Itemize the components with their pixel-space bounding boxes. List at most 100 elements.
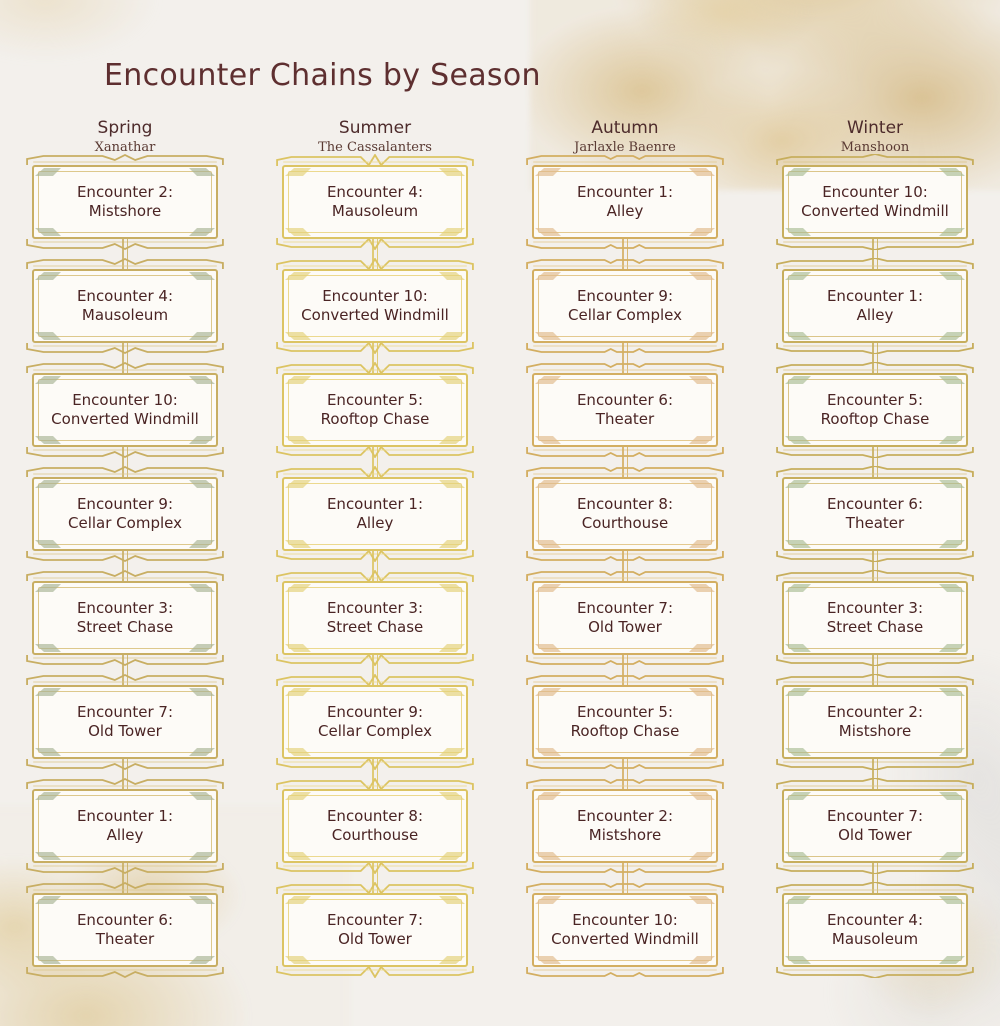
chain-connector — [622, 239, 628, 269]
encounter-node[interactable]: Encounter 10: Converted Windmill — [26, 362, 224, 458]
corner-leaf-icon — [535, 643, 561, 652]
corner-leaf-icon — [439, 792, 465, 801]
encounter-card[interactable]: Encounter 2: Mistshore — [532, 789, 718, 863]
encounter-node[interactable]: Encounter 7: Old Tower — [526, 571, 724, 665]
encounter-card[interactable]: Encounter 1: Alley — [532, 165, 718, 239]
encounter-node[interactable]: Encounter 9: Cellar Complex — [526, 259, 724, 353]
encounter-node[interactable]: Encounter 10: Converted Windmill — [776, 154, 974, 250]
corner-leaf-icon — [35, 584, 61, 593]
encounter-label: Encounter 3: Street Chase — [326, 599, 424, 636]
encounter-card[interactable]: Encounter 1: Alley — [32, 789, 218, 863]
encounter-node[interactable]: Encounter 6: Theater — [776, 466, 974, 562]
encounter-card[interactable]: Encounter 3: Street Chase — [32, 581, 218, 655]
encounter-card[interactable]: Encounter 9: Cellar Complex — [32, 477, 218, 551]
encounter-node[interactable]: Encounter 5: Rooftop Chase — [526, 675, 724, 769]
encounter-node[interactable]: Encounter 9: Cellar Complex — [26, 466, 224, 562]
encounter-node[interactable]: Encounter 3: Street Chase — [776, 570, 974, 666]
corner-leaf-icon — [189, 747, 215, 756]
corner-leaf-icon — [939, 168, 965, 177]
encounter-card[interactable]: Encounter 2: Mistshore — [32, 165, 218, 239]
encounter-card[interactable]: Encounter 10: Converted Windmill — [782, 165, 968, 239]
corner-leaf-icon — [35, 272, 61, 281]
encounter-card[interactable]: Encounter 4: Mausoleum — [282, 165, 468, 239]
chain-connector — [372, 655, 378, 685]
corner-leaf-icon — [785, 168, 811, 177]
encounter-card[interactable]: Encounter 3: Street Chase — [782, 581, 968, 655]
encounter-card[interactable]: Encounter 7: Old Tower — [282, 893, 468, 967]
corner-leaf-icon — [439, 480, 465, 489]
encounter-node[interactable]: Encounter 1: Alley — [26, 778, 224, 874]
encounter-node[interactable]: Encounter 5: Rooftop Chase — [776, 362, 974, 458]
corner-leaf-icon — [785, 747, 811, 756]
encounter-node[interactable]: Encounter 8: Courthouse — [276, 778, 474, 874]
encounter-card[interactable]: Encounter 10: Converted Windmill — [282, 269, 468, 343]
encounter-node[interactable]: Encounter 6: Theater — [526, 363, 724, 457]
corner-leaf-icon — [785, 851, 811, 860]
corner-leaf-icon — [785, 227, 811, 236]
column-header: Summer The Cassalanters — [318, 118, 432, 157]
encounter-label: Encounter 5: Rooftop Chase — [570, 703, 680, 740]
season-name: Spring — [97, 118, 153, 138]
encounter-node[interactable]: Encounter 2: Mistshore — [26, 154, 224, 250]
encounter-node[interactable]: Encounter 1: Alley — [526, 155, 724, 249]
column-header: Autumn Jarlaxle Baenre — [574, 118, 676, 157]
encounter-card[interactable]: Encounter 5: Rooftop Chase — [532, 685, 718, 759]
encounter-node[interactable]: Encounter 2: Mistshore — [776, 674, 974, 770]
encounter-node[interactable]: Encounter 7: Old Tower — [776, 778, 974, 874]
encounter-card[interactable]: Encounter 7: Old Tower — [32, 685, 218, 759]
corner-leaf-icon — [535, 747, 561, 756]
encounter-node[interactable]: Encounter 1: Alley — [776, 258, 974, 354]
corner-leaf-icon — [689, 643, 715, 652]
corner-leaf-icon — [439, 272, 465, 281]
corner-leaf-icon — [689, 584, 715, 593]
encounter-card[interactable]: Encounter 6: Theater — [782, 477, 968, 551]
corner-leaf-icon — [285, 792, 311, 801]
encounter-label: Encounter 4: Mausoleum — [76, 287, 174, 324]
encounter-card[interactable]: Encounter 9: Cellar Complex — [282, 685, 468, 759]
encounter-node[interactable]: Encounter 5: Rooftop Chase — [276, 362, 474, 458]
encounter-card[interactable]: Encounter 1: Alley — [782, 269, 968, 343]
encounter-card[interactable]: Encounter 7: Old Tower — [532, 581, 718, 655]
encounter-node[interactable]: Encounter 4: Mausoleum — [776, 882, 974, 978]
chain-connector — [372, 343, 378, 373]
encounter-card[interactable]: Encounter 4: Mausoleum — [782, 893, 968, 967]
encounter-card[interactable]: Encounter 7: Old Tower — [782, 789, 968, 863]
encounter-card[interactable]: Encounter 8: Courthouse — [532, 477, 718, 551]
encounter-node[interactable]: Encounter 9: Cellar Complex — [276, 674, 474, 770]
encounter-card[interactable]: Encounter 10: Converted Windmill — [32, 373, 218, 447]
encounter-card[interactable]: Encounter 3: Street Chase — [282, 581, 468, 655]
encounter-node[interactable]: Encounter 3: Street Chase — [276, 570, 474, 666]
encounter-node[interactable]: Encounter 3: Street Chase — [26, 570, 224, 666]
encounter-card[interactable]: Encounter 1: Alley — [282, 477, 468, 551]
encounter-card[interactable]: Encounter 6: Theater — [532, 373, 718, 447]
encounter-node[interactable]: Encounter 4: Mausoleum — [276, 154, 474, 250]
corner-leaf-icon — [535, 688, 561, 697]
encounter-node[interactable]: Encounter 10: Converted Windmill — [276, 258, 474, 354]
encounter-node[interactable]: Encounter 6: Theater — [26, 882, 224, 978]
encounter-card[interactable]: Encounter 2: Mistshore — [782, 685, 968, 759]
encounter-node[interactable]: Encounter 1: Alley — [276, 466, 474, 562]
encounter-card[interactable]: Encounter 5: Rooftop Chase — [782, 373, 968, 447]
season-name: Winter — [846, 118, 904, 138]
encounter-node[interactable]: Encounter 2: Mistshore — [526, 779, 724, 873]
corner-leaf-icon — [939, 376, 965, 385]
corner-leaf-icon — [535, 792, 561, 801]
chain-connector — [372, 863, 378, 893]
encounter-card[interactable]: Encounter 8: Courthouse — [282, 789, 468, 863]
encounter-card[interactable]: Encounter 5: Rooftop Chase — [282, 373, 468, 447]
encounter-card[interactable]: Encounter 4: Mausoleum — [32, 269, 218, 343]
corner-leaf-icon — [285, 539, 311, 548]
encounter-node[interactable]: Encounter 8: Courthouse — [526, 467, 724, 561]
encounter-card[interactable]: Encounter 10: Converted Windmill — [532, 893, 718, 967]
season-column-summer: Summer The Cassalanters Encounter 4: Maus… — [250, 118, 500, 978]
corner-leaf-icon — [35, 539, 61, 548]
encounter-node[interactable]: Encounter 7: Old Tower — [26, 674, 224, 770]
corner-leaf-icon — [189, 539, 215, 548]
encounter-card[interactable]: Encounter 9: Cellar Complex — [532, 269, 718, 343]
encounter-node[interactable]: Encounter 10: Converted Windmill — [526, 883, 724, 977]
encounter-card[interactable]: Encounter 6: Theater — [32, 893, 218, 967]
encounter-node[interactable]: Encounter 4: Mausoleum — [26, 258, 224, 354]
encounter-node[interactable]: Encounter 7: Old Tower — [276, 882, 474, 978]
corner-leaf-icon — [35, 851, 61, 860]
